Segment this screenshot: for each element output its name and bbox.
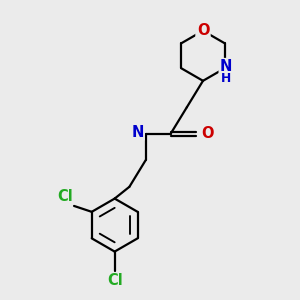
Text: N: N	[132, 125, 144, 140]
Text: H: H	[133, 126, 142, 139]
Text: H: H	[221, 71, 231, 85]
Text: O: O	[201, 126, 213, 141]
Text: N: N	[220, 59, 232, 74]
Text: Cl: Cl	[107, 273, 122, 288]
Text: Cl: Cl	[57, 190, 73, 205]
Text: O: O	[197, 23, 209, 38]
